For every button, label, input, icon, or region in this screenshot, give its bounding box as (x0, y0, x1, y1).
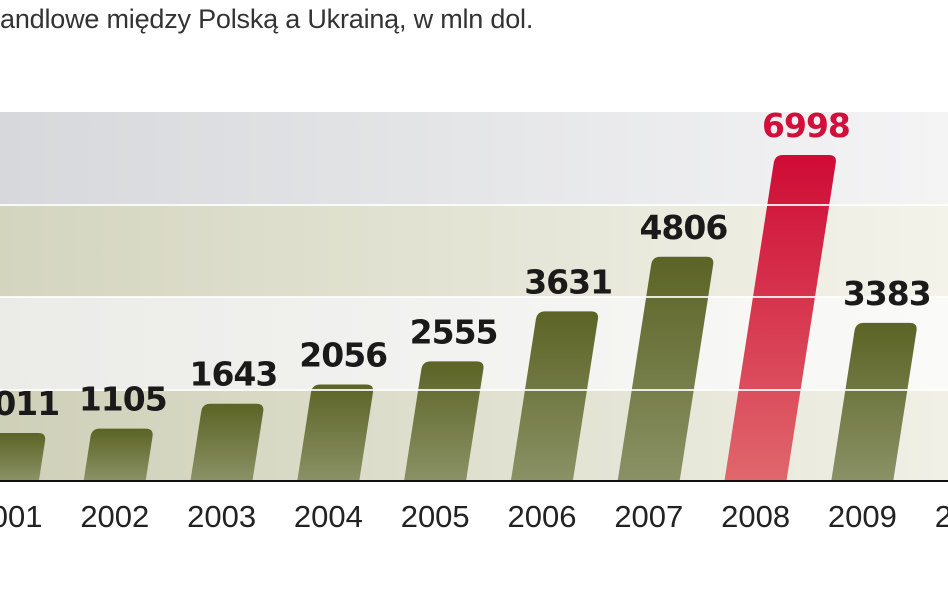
bar (511, 311, 599, 480)
bar (617, 256, 714, 480)
data-label: 1643 (189, 355, 277, 394)
x-tick-label: 2001 (0, 499, 42, 534)
x-tick-label: 2008 (721, 499, 790, 534)
x-tick-label: 2009 (828, 499, 897, 534)
x-tick-label: 2010 (935, 499, 948, 534)
data-label: 3383 (843, 274, 931, 313)
x-tick-label: 2002 (80, 499, 149, 534)
x-tick-label: 2003 (187, 499, 256, 534)
bar (404, 361, 484, 480)
x-tick-label: 2006 (508, 499, 577, 534)
chart-title: andlowe między Polską a Ukrainą, w mln d… (0, 4, 534, 34)
x-tick-label: 2004 (294, 499, 363, 534)
x-tick-label: 2005 (401, 499, 470, 534)
bar (831, 322, 917, 480)
data-label: 1105 (79, 380, 167, 419)
bar (190, 403, 264, 480)
x-tick-label: 2007 (614, 499, 683, 534)
bar (0, 433, 46, 480)
data-label: 2555 (410, 312, 498, 351)
bar (297, 384, 374, 480)
bar (83, 428, 153, 480)
data-label: 2056 (299, 336, 387, 375)
data-label: 4806 (639, 208, 727, 247)
data-label: 3631 (524, 262, 612, 301)
bar-highlight (724, 155, 836, 480)
data-label: 6998 (762, 106, 850, 145)
